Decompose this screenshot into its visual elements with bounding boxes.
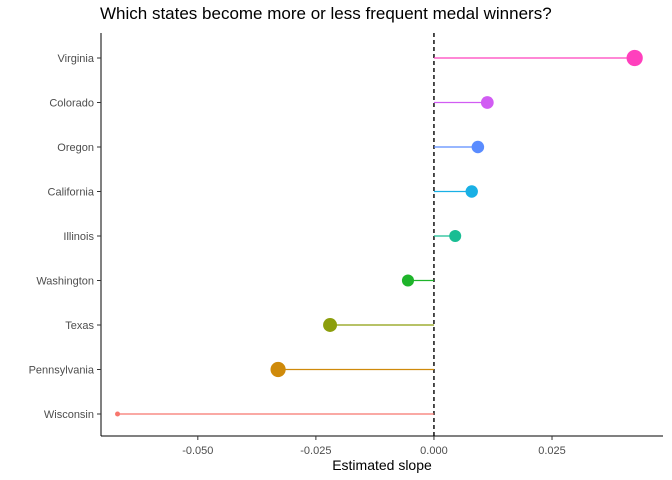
x-tick-label: -0.025 [300, 445, 331, 457]
y-tick-label: Virginia [58, 53, 95, 65]
chart-title: Which states become more or less frequen… [100, 4, 552, 23]
point-virginia [626, 49, 643, 67]
point-illinois [449, 230, 462, 242]
x-tick-label: -0.050 [182, 445, 213, 457]
y-tick-label: Oregon [57, 142, 94, 154]
point-washington [401, 274, 415, 287]
y-tick-label: Pennsylvania [29, 365, 95, 377]
point-oregon [471, 140, 485, 154]
y-tick-label: Illinois [63, 231, 94, 243]
y-tick-label: Colorado [49, 98, 94, 110]
y-tick-label: California [48, 187, 95, 199]
point-colorado [480, 96, 494, 109]
y-tick-label: Texas [65, 320, 94, 332]
point-california [465, 185, 478, 198]
x-tick-label: 0.000 [420, 445, 448, 457]
y-tick-label: Wisconsin [44, 409, 94, 421]
point-wisconsin [115, 411, 121, 417]
x-tick-label: 0.025 [538, 445, 566, 457]
y-tick-label: Washington [36, 276, 94, 288]
x-axis-title: Estimated slope [332, 457, 432, 473]
point-texas [323, 318, 338, 332]
point-pennsylvania [270, 361, 286, 378]
